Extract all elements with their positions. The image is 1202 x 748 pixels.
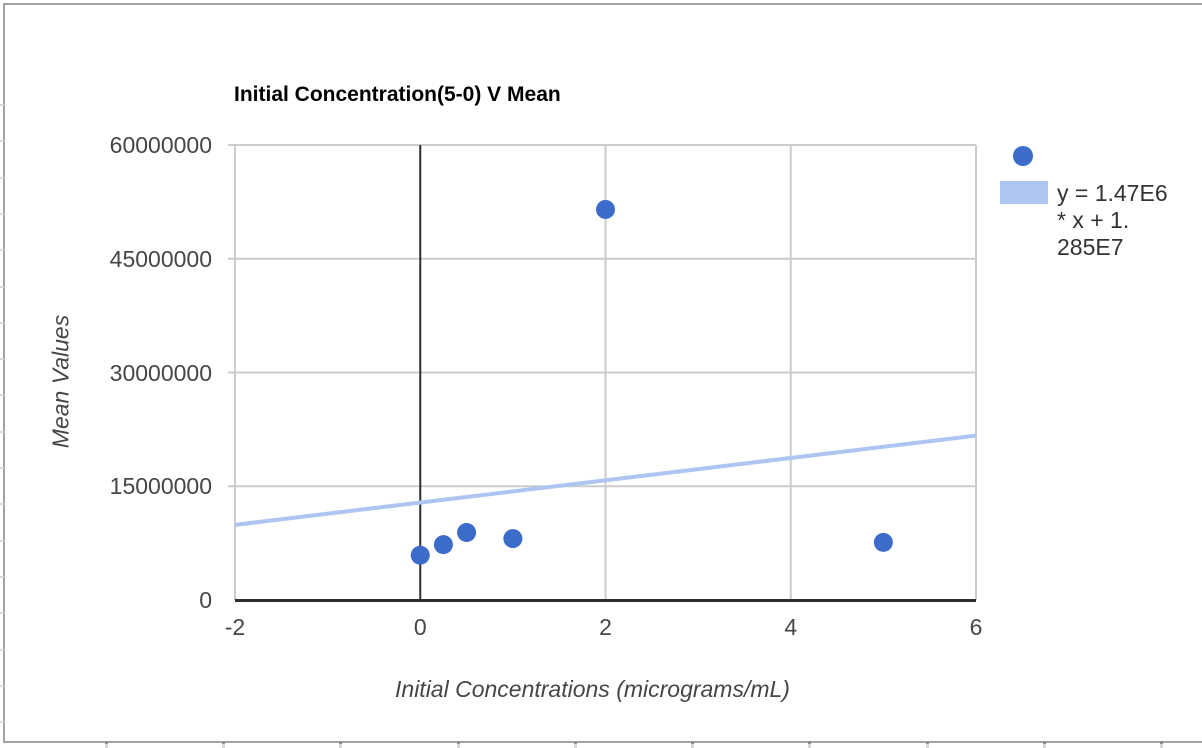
spreadsheet-gridline-tick (0, 503, 4, 505)
spreadsheet-gridline-tick (0, 213, 4, 215)
spreadsheet-gridline-tick (574, 744, 577, 748)
spreadsheet-gridline-tick (808, 744, 811, 748)
spreadsheet-gridline-tick (0, 358, 4, 360)
spreadsheet-gridline-tick (457, 741, 460, 744)
spreadsheet-gridline-tick (0, 249, 4, 251)
data-point[interactable] (410, 545, 430, 565)
legend-trendline-equation: y = 1.47E6 * x + 1. 285E7 (1057, 180, 1168, 260)
spreadsheet-gridline-tick (0, 286, 4, 288)
trendline (234, 433, 977, 527)
x-axis-title: Initial Concentrations (micrograms/mL) (395, 676, 790, 702)
spreadsheet-gridline-tick (926, 744, 929, 748)
spreadsheet-gridline-tick (0, 140, 4, 142)
spreadsheet-gridline-tick (222, 744, 225, 748)
spreadsheet-gridline-tick (0, 685, 4, 687)
x-tick-label: 4 (784, 614, 798, 640)
spreadsheet-gridline-tick (574, 741, 577, 744)
spreadsheet-gridline-tick (0, 721, 4, 723)
y-tick-label: 30000000 (109, 359, 212, 386)
y-tick-label: 60000000 (109, 132, 212, 158)
data-point[interactable] (873, 532, 893, 552)
x-tick-label: 6 (969, 614, 983, 640)
spreadsheet-gridline-tick (0, 467, 4, 469)
spreadsheet-gridline-tick (808, 741, 811, 744)
spreadsheet-gridline-tick (339, 741, 342, 744)
data-point[interactable] (433, 535, 453, 555)
spreadsheet-gridline-tick (0, 177, 4, 179)
y-tick-label: 0 (199, 587, 212, 613)
x-tick-label: -2 (224, 614, 246, 640)
spreadsheet-gridline-tick (691, 744, 694, 748)
data-point[interactable] (503, 529, 523, 549)
spreadsheet-gridline-tick (1043, 741, 1046, 744)
data-point[interactable] (596, 199, 615, 219)
spreadsheet-gridline-tick (0, 612, 4, 614)
y-tick-label: 15000000 (109, 473, 212, 500)
spreadsheet-gridline-tick (1043, 744, 1046, 748)
spreadsheet-gridline-tick (0, 394, 4, 396)
y-tick-label: 45000000 (109, 245, 212, 272)
spreadsheet-gridline-tick (105, 741, 108, 744)
spreadsheet-gridline-tick (0, 576, 4, 578)
spreadsheet-gridline-tick (1160, 744, 1163, 748)
spreadsheet-gridline-tick (0, 540, 4, 542)
spreadsheet-gridline-tick (0, 104, 4, 106)
spreadsheet-gridline-tick (691, 741, 694, 744)
spreadsheet-gridline-tick (0, 649, 4, 651)
spreadsheet-gridline-tick (1160, 741, 1163, 744)
spreadsheet-gridline-tick (926, 741, 929, 744)
legend-trendline-swatch[interactable] (1000, 181, 1048, 204)
chart-title: Initial Concentration(5-0) V Mean (234, 83, 561, 106)
spreadsheet-gridline-tick (222, 741, 225, 744)
spreadsheet-gridline-tick (457, 744, 460, 748)
spreadsheet-gridline-tick (0, 431, 4, 433)
data-point[interactable] (457, 523, 477, 543)
y-axis-title: Mean Values (47, 314, 74, 449)
spreadsheet-gridline-tick (0, 322, 4, 324)
legend-series-marker[interactable] (1013, 146, 1033, 166)
spreadsheet-gridline-tick (105, 744, 108, 748)
x-tick-label: 0 (413, 614, 427, 640)
x-tick-label: 2 (599, 614, 612, 640)
spreadsheet-gridline-tick (339, 744, 342, 748)
